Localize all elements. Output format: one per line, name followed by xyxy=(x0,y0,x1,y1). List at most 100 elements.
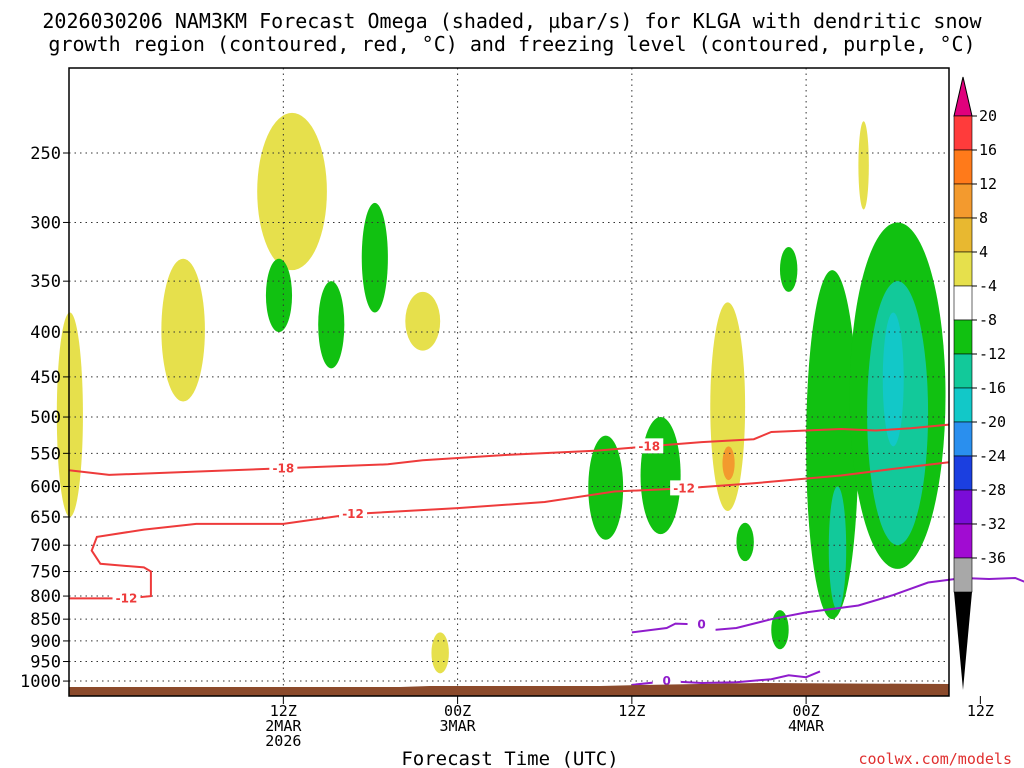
colorbar-swatch-10 xyxy=(953,455,973,491)
colorbar-swatch-8 xyxy=(953,387,973,423)
colorbar-label-5: -4 xyxy=(979,277,997,295)
colorbar-label-6: -8 xyxy=(979,311,997,329)
y-tick-label-350: 350 xyxy=(30,272,61,292)
colorbar-swatch-12 xyxy=(953,523,973,559)
omega-region-4 xyxy=(318,281,345,369)
omega-region-12 xyxy=(736,522,754,562)
pressure-axis: 2503003504004505005506006507007508008509… xyxy=(20,144,69,692)
y-tick-label-550: 550 xyxy=(30,444,61,464)
omega-region-5 xyxy=(361,202,388,313)
omega-region-2 xyxy=(257,112,327,271)
omega-shading xyxy=(56,112,946,674)
y-tick-label-950: 950 xyxy=(30,653,61,673)
temperature-contours: -18-18-12-12-12000 xyxy=(68,423,1024,689)
colorbar-swatch-2 xyxy=(953,183,973,219)
omega-region-13 xyxy=(771,610,789,650)
omega-region-7 xyxy=(431,632,449,674)
omega-region-6 xyxy=(405,291,441,351)
colorbar-bottom-arrow xyxy=(954,592,972,690)
omega-region-10 xyxy=(710,302,746,512)
x-tick-label-3-0: 00Z xyxy=(793,702,820,720)
colorbar-label-8: -16 xyxy=(979,379,1006,397)
y-tick-label-900: 900 xyxy=(30,632,61,652)
omega-colorbar: 20 16 12 8 4 -4 -8 -12 -16 -20 -24 -28 -32 -36 xyxy=(953,76,1006,690)
x-tick-label-4-0: 12Z xyxy=(967,702,994,720)
contour-label-bg-dgz-top-1 xyxy=(269,460,298,476)
y-tick-label-750: 750 xyxy=(30,562,61,582)
colorbar-swatch-5 xyxy=(953,285,973,321)
contour-label-bg-dgz-top-2 xyxy=(635,438,664,454)
colorbar-swatch-11 xyxy=(953,489,973,525)
colorbar-swatch-4 xyxy=(953,251,973,287)
colorbar-label-9: -20 xyxy=(979,413,1006,431)
y-tick-label-400: 400 xyxy=(30,323,61,343)
y-tick-label-850: 850 xyxy=(30,610,61,630)
colorbar-swatch-0 xyxy=(953,115,973,151)
y-tick-label-500: 500 xyxy=(30,408,61,428)
omega-region-16 xyxy=(828,486,847,611)
y-tick-label-650: 650 xyxy=(30,508,61,528)
contour-label-bg-frz-1 xyxy=(687,616,716,632)
ground-terrain xyxy=(69,683,949,696)
colorbar-swatch-6 xyxy=(953,319,973,355)
colorbar-label-3: 8 xyxy=(979,209,988,227)
colorbar-label-13: -36 xyxy=(979,549,1006,567)
chart-title-line2: growth region (contoured, red, °C) and f… xyxy=(48,32,975,56)
colorbar-label-1: 16 xyxy=(979,141,997,159)
pressure-gridlines xyxy=(69,68,949,696)
omega-region-14 xyxy=(779,247,798,292)
colorbar-label-11: -28 xyxy=(979,481,1006,499)
chart-title-line1: 2026030206 NAM3KM Forecast Omega (shaded… xyxy=(42,9,982,33)
x-tick-label-3-1: 4MAR xyxy=(788,717,825,735)
colorbar-swatch-3 xyxy=(953,217,973,253)
x-tick-label-0-0: 12Z xyxy=(270,702,297,720)
colorbar-label-0: 20 xyxy=(979,107,997,125)
plot-area: -18-18-12-12-12000 xyxy=(56,67,1024,697)
omega-region-0 xyxy=(56,312,83,517)
omega-region-3 xyxy=(265,258,293,333)
x-tick-label-2-0: 12Z xyxy=(618,702,645,720)
colorbar-swatch-13 xyxy=(953,557,973,593)
y-tick-label-800: 800 xyxy=(30,587,61,607)
omega-region-19 xyxy=(882,312,904,447)
colorbar-swatch-1 xyxy=(953,149,973,185)
contour-label-bg-dgz-bot-3 xyxy=(670,480,699,496)
colorbar-label-10: -24 xyxy=(979,447,1006,465)
colorbar-swatch-7 xyxy=(953,353,973,389)
colorbar-top-arrow xyxy=(953,76,973,117)
x-tick-label-1-1: 3MAR xyxy=(440,717,477,735)
x-tick-label-1-0: 00Z xyxy=(444,702,471,720)
contour-label-bg-dgz-bot-1 xyxy=(112,590,141,606)
y-tick-label-1000: 1000 xyxy=(20,672,61,692)
contour-label-bg-frz-low xyxy=(652,673,681,689)
contour-label-bg-dgz-bot-2 xyxy=(339,506,368,522)
x-axis-label: Forecast Time (UTC) xyxy=(401,748,618,768)
x-tick-label-0-2: 2026 xyxy=(265,732,301,750)
contour-label-dgz-top-2: -18 xyxy=(638,439,660,453)
omega-region-20 xyxy=(858,121,869,210)
omega-region-8 xyxy=(588,435,624,540)
plot-frame xyxy=(68,67,950,697)
contour-label-dgz-bot-3: -12 xyxy=(673,481,695,495)
contour-label-dgz-bot-2: -12 xyxy=(342,507,364,521)
contour-label-dgz-bot-1: -12 xyxy=(116,591,138,605)
colorbar-swatch-9 xyxy=(953,421,973,457)
colorbar-label-7: -12 xyxy=(979,345,1006,363)
x-tick-label-0-1: 2MAR xyxy=(265,717,302,735)
y-tick-label-700: 700 xyxy=(30,536,61,556)
y-tick-label-450: 450 xyxy=(30,368,61,388)
contour-label-dgz-top-1: -18 xyxy=(272,461,294,475)
y-tick-label-600: 600 xyxy=(30,477,61,497)
colorbar-label-2: 12 xyxy=(979,175,997,193)
plot-background xyxy=(69,68,949,696)
contour-label-frz-low: 0 xyxy=(663,674,671,688)
colorbar-label-12: -32 xyxy=(979,515,1006,533)
y-tick-label-300: 300 xyxy=(30,213,61,233)
contour-label-frz-1: 0 xyxy=(697,617,705,631)
omega-region-1 xyxy=(161,258,205,402)
contour-dgz-bottom xyxy=(69,461,950,600)
terrain-band xyxy=(69,683,949,696)
y-tick-label-250: 250 xyxy=(30,144,61,164)
credit-text: coolwx.com/models xyxy=(858,750,1012,768)
